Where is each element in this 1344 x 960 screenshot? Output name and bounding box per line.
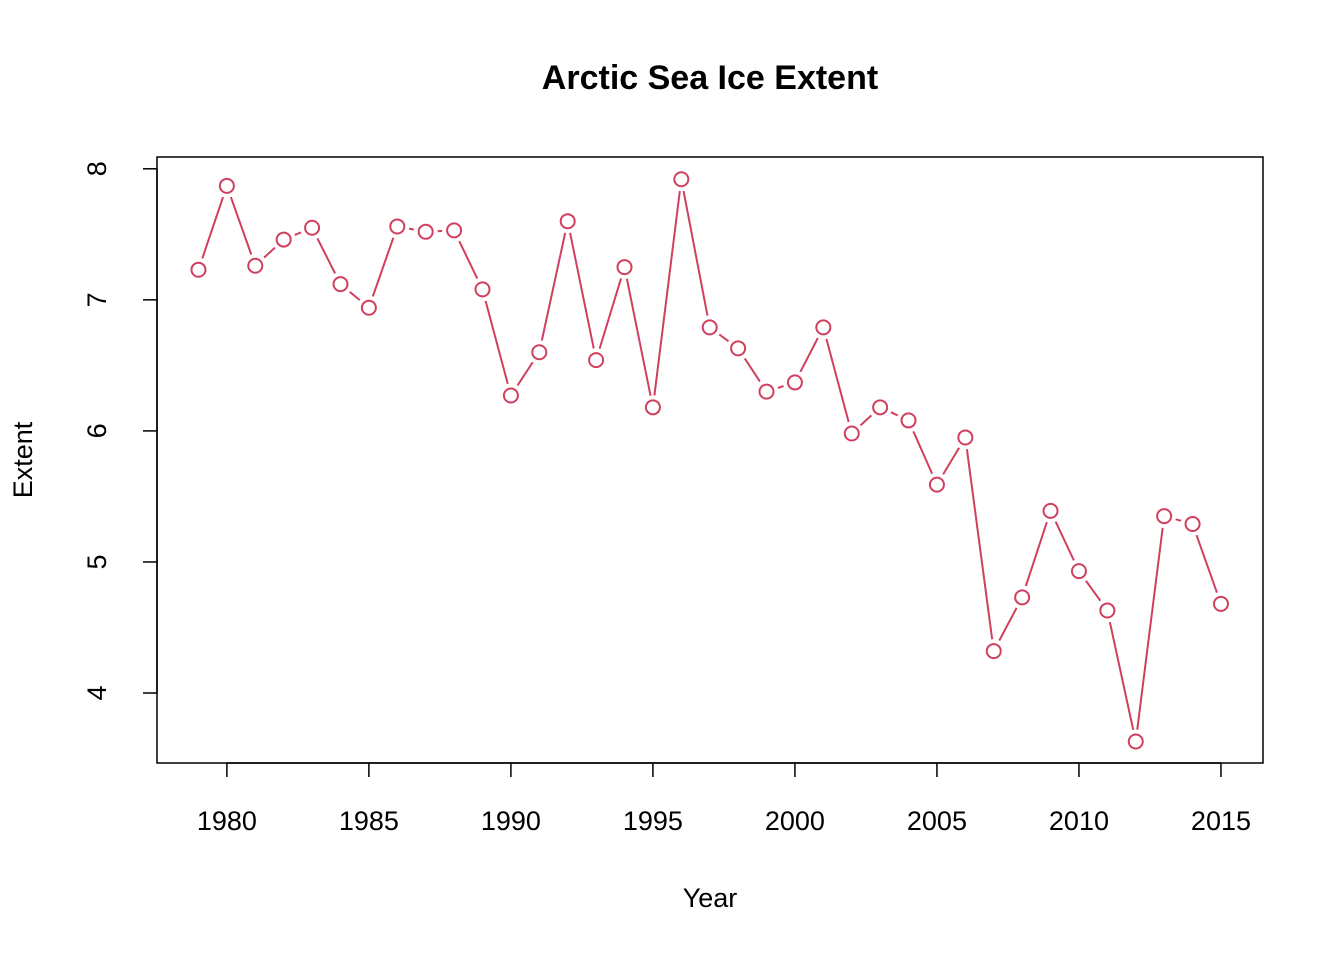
point xyxy=(1212,595,1229,612)
point xyxy=(872,399,889,416)
x-tick-label: 1990 xyxy=(481,806,541,836)
point xyxy=(531,344,548,361)
point xyxy=(1070,563,1087,580)
y-tick-label: 4 xyxy=(82,686,112,701)
point xyxy=(190,261,207,278)
point xyxy=(644,399,661,416)
point xyxy=(1014,589,1031,606)
y-tick-label: 7 xyxy=(82,292,112,307)
x-tick-label: 1980 xyxy=(197,806,257,836)
x-tick-label: 2005 xyxy=(907,806,967,836)
x-tick-label: 2000 xyxy=(765,806,825,836)
x-tick-label: 1995 xyxy=(623,806,683,836)
data-line xyxy=(197,179,1222,742)
x-tick-label: 1985 xyxy=(339,806,399,836)
point xyxy=(957,429,974,446)
point xyxy=(247,257,264,274)
point xyxy=(304,219,321,236)
point xyxy=(218,177,235,194)
point xyxy=(559,213,576,230)
y-tick-label: 6 xyxy=(82,423,112,438)
point xyxy=(985,643,1002,660)
point xyxy=(1127,733,1144,750)
point xyxy=(332,276,349,293)
point xyxy=(786,374,803,391)
point xyxy=(588,352,605,369)
point xyxy=(673,171,690,188)
point xyxy=(900,412,917,429)
point xyxy=(758,383,775,400)
point xyxy=(1184,515,1201,532)
point xyxy=(843,425,860,442)
point xyxy=(360,299,377,316)
x-axis-label: Year xyxy=(683,883,738,913)
point xyxy=(928,476,945,493)
point xyxy=(1099,602,1116,619)
chart-title: Arctic Sea Ice Extent xyxy=(542,59,878,97)
point xyxy=(389,218,406,235)
point xyxy=(446,222,463,239)
point xyxy=(1042,502,1059,519)
x-tick-label: 2015 xyxy=(1191,806,1251,836)
point xyxy=(616,259,633,276)
point xyxy=(474,281,491,298)
point xyxy=(417,223,434,240)
y-tick-label: 5 xyxy=(82,554,112,569)
y-tick-label: 8 xyxy=(82,161,112,176)
point xyxy=(701,319,718,336)
point xyxy=(1156,508,1173,525)
x-tick-label: 2010 xyxy=(1049,806,1109,836)
point xyxy=(275,231,292,248)
point xyxy=(502,387,519,404)
point xyxy=(730,340,747,357)
y-axis-label: Extent xyxy=(8,421,38,498)
point xyxy=(815,319,832,336)
